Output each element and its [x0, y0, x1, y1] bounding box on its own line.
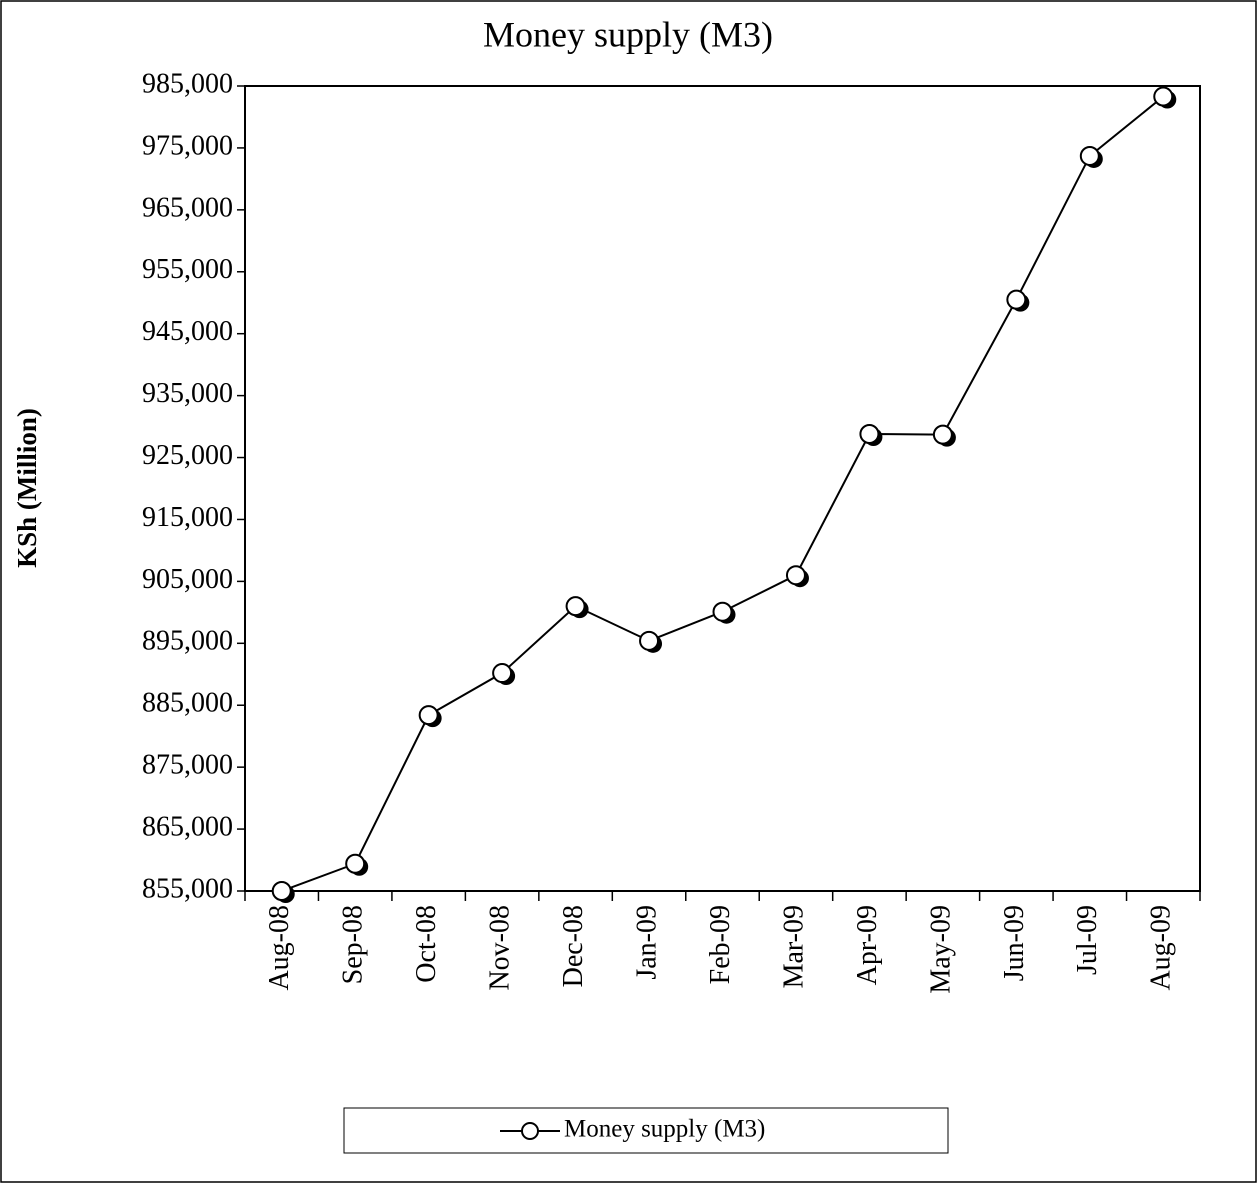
- point-marker: [418, 705, 439, 726]
- y-tick-label: 865,000: [142, 811, 233, 842]
- y-tick-label: 915,000: [142, 502, 233, 533]
- point: [639, 630, 663, 653]
- point: [565, 596, 589, 619]
- x-tick-label: Oct-08: [411, 905, 442, 983]
- x-tick-label: Jun-09: [999, 905, 1030, 981]
- point: [1153, 86, 1177, 109]
- y-tick-label: 955,000: [142, 254, 233, 285]
- x-tick-label: Sep-08: [338, 905, 369, 984]
- y-tick-label: 905,000: [142, 564, 233, 595]
- point-marker: [345, 853, 366, 874]
- point: [345, 853, 369, 876]
- y-axis-label: KSh (Million): [12, 408, 42, 568]
- x-tick-label: Jul-09: [1072, 905, 1103, 975]
- point-marker: [859, 424, 880, 445]
- y-tick-label: 975,000: [142, 130, 233, 161]
- y-tick-label: 875,000: [142, 750, 233, 781]
- point: [785, 565, 809, 588]
- x-tick-label: May-09: [925, 905, 956, 994]
- point: [712, 601, 736, 624]
- point-marker: [932, 424, 953, 445]
- point-marker: [712, 601, 733, 622]
- legend-box: [343, 1107, 949, 1154]
- x-tick-label: Apr-09: [852, 905, 883, 985]
- point: [1079, 145, 1103, 168]
- y-tick-label: 965,000: [142, 192, 233, 223]
- y-tick-label: 925,000: [142, 440, 233, 471]
- x-tick-label: Aug-09: [1146, 905, 1177, 991]
- point: [932, 424, 956, 447]
- point-marker: [1079, 145, 1100, 166]
- point: [492, 663, 516, 686]
- y-tick-label: 935,000: [142, 378, 233, 409]
- chart-title: Money supply (M3): [483, 14, 773, 54]
- point-marker: [565, 596, 586, 617]
- point-marker: [785, 565, 806, 586]
- legend-marker: [521, 1122, 539, 1140]
- x-tick-label: Nov-08: [485, 905, 516, 991]
- point: [418, 705, 442, 728]
- point-marker: [639, 630, 660, 651]
- point: [859, 424, 883, 447]
- x-tick-label: Dec-08: [558, 905, 589, 987]
- y-tick-label: 945,000: [142, 316, 233, 347]
- point: [1006, 289, 1030, 312]
- y-tick-label: 985,000: [142, 68, 233, 99]
- legend-label: Money supply (M3): [564, 1116, 765, 1143]
- x-tick-label: Jan-09: [631, 905, 662, 980]
- point-marker: [1153, 86, 1174, 107]
- x-tick-label: Feb-09: [705, 905, 736, 984]
- x-tick-label: Aug-08: [264, 905, 295, 991]
- y-tick-label: 895,000: [142, 626, 233, 657]
- point-marker: [271, 881, 292, 901]
- x-tick-label: Mar-09: [778, 905, 809, 988]
- point-marker: [492, 663, 513, 684]
- plot-area: [244, 85, 1201, 892]
- point: [271, 881, 295, 903]
- point-marker: [1006, 289, 1027, 310]
- y-tick-label: 855,000: [142, 873, 233, 904]
- y-tick-label: 885,000: [142, 688, 233, 719]
